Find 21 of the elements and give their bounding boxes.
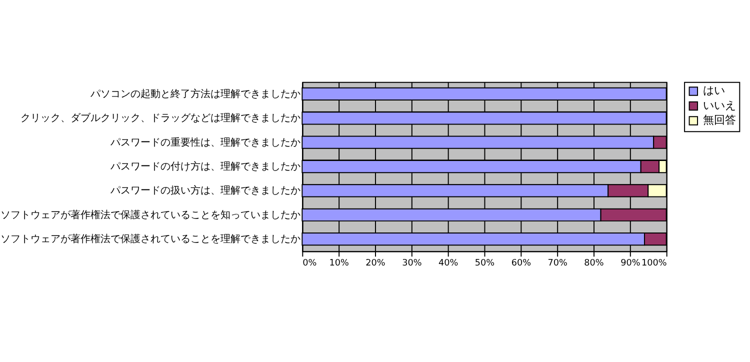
x-tick-label: 90% <box>620 258 640 268</box>
legend-label: 無回答 <box>702 114 736 127</box>
x-tick-label: 10% <box>329 258 349 268</box>
legend-label: はい <box>702 84 725 98</box>
x-tick-label: 50% <box>474 258 495 268</box>
y-tick-label: パソコンの起動と終了方法は理解できましたか <box>90 88 301 100</box>
x-tick-label: 100% <box>642 258 667 268</box>
y-tick-label: パスワードの扱い方は、理解できましたか <box>110 184 301 197</box>
y-tick-label: クリック、ダブルクリック、ドラッグなどは理解できましたか <box>20 112 301 124</box>
y-tick-label: パスワードの重要性は、理解できましたか <box>110 136 301 148</box>
legend-label: いいえ <box>702 98 736 112</box>
x-tick-label: 60% <box>511 258 531 268</box>
x-tick-label: 40% <box>438 258 458 268</box>
x-tick-label: 30% <box>402 258 422 268</box>
x-tick-label: 0% <box>302 258 317 268</box>
y-tick-label: ソフトウェアが著作権法で保護されていることを知っていましたか <box>0 208 301 221</box>
x-tick-label: 80% <box>584 258 604 268</box>
y-tick-label: パスワードの付け方は、理解できましたか <box>110 160 301 172</box>
x-tick-label: 70% <box>548 258 568 268</box>
x-tick-label: 20% <box>366 258 386 268</box>
y-tick-label: ソフトウェアが著作権法で保護されていることを理解できましたか <box>0 233 301 246</box>
